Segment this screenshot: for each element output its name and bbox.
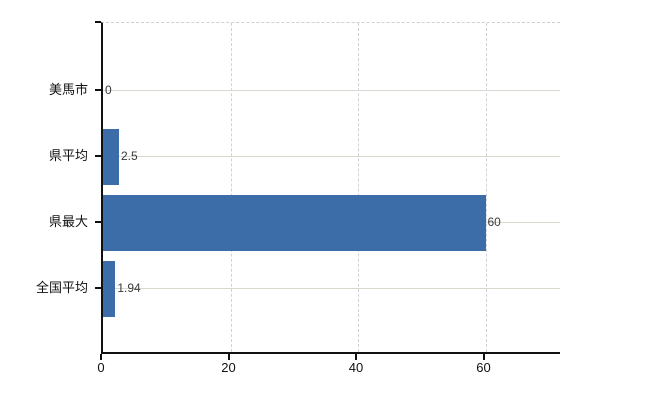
vertical-gridline <box>230 23 232 352</box>
category-label: 県最大 <box>48 214 88 229</box>
x-axis-tick <box>100 354 102 360</box>
y-axis-tick <box>95 89 101 91</box>
category-gridline <box>103 288 560 289</box>
x-axis-tick <box>482 354 485 360</box>
category-gridline <box>103 156 560 157</box>
category-gridline <box>103 90 560 91</box>
y-axis-tick <box>95 155 101 157</box>
category-label: 美馬市 <box>48 82 88 97</box>
y-axis-tick <box>95 221 101 223</box>
bar-2 <box>103 129 119 185</box>
x-tick-label: 0 <box>97 360 105 375</box>
plot-area <box>101 22 560 354</box>
x-tick-label: 20 <box>221 360 236 375</box>
bar-3 <box>103 195 486 251</box>
bar-value-label: 60 <box>487 215 501 229</box>
x-axis-tick <box>227 354 230 360</box>
bar-4 <box>103 261 116 317</box>
x-axis-tick <box>355 354 357 360</box>
bar-value-label: 2.5 <box>120 149 138 163</box>
bar-value-label: 1.94 <box>117 281 141 295</box>
bar-value-label: 0 <box>105 83 112 97</box>
y-axis-tick <box>95 287 101 289</box>
y-axis-top-tick <box>95 21 101 23</box>
vertical-gridline <box>358 23 359 352</box>
x-tick-label: 60 <box>476 360 491 375</box>
category-label: 全国平均 <box>35 280 88 295</box>
category-label: 県平均 <box>48 148 88 163</box>
vertical-gridline <box>485 23 487 352</box>
x-tick-label: 40 <box>348 360 364 375</box>
